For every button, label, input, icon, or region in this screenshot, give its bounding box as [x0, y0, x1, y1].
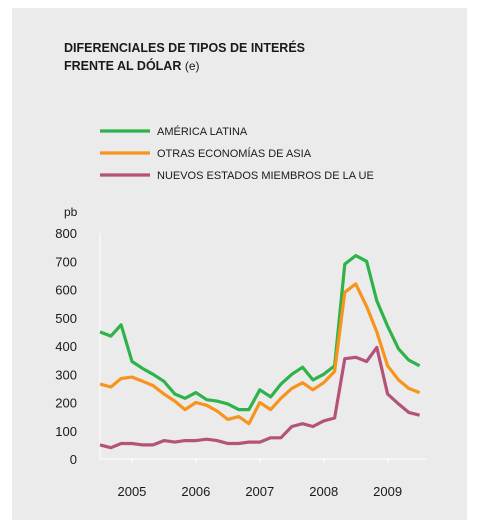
- y-tick-label: 300: [55, 367, 77, 382]
- y-tick-label: 100: [55, 424, 77, 439]
- chart-title: DIFERENCIALES DE TIPOS DE INTERÉS: [64, 40, 305, 55]
- x-tick-label: 2008: [309, 484, 338, 499]
- y-tick-label: 700: [55, 254, 77, 269]
- x-tick-label: 2009: [373, 484, 402, 499]
- title-note: (e): [185, 59, 200, 73]
- y-tick-label: 600: [55, 283, 77, 298]
- x-tick-label: 2007: [245, 484, 274, 499]
- y-tick-label: 800: [55, 226, 77, 241]
- x-tick-label: 2005: [117, 484, 146, 499]
- y-tick-label: 200: [55, 396, 77, 411]
- legend-label: NUEVOS ESTADOS MIEMBROS DE LA UE: [157, 170, 374, 182]
- chart-title: FRENTE AL DÓLAR (e): [64, 58, 200, 73]
- y-tick-label: 0: [70, 452, 77, 467]
- x-tick-label: 2006: [181, 484, 210, 499]
- y-tick-label: 400: [55, 339, 77, 354]
- y-tick-label: 500: [55, 311, 77, 326]
- series-line: [99, 254, 421, 412]
- series-line: [99, 345, 420, 450]
- legend-label: AMÉRICA LATINA: [157, 125, 248, 138]
- y-unit: pb: [64, 205, 78, 219]
- legend-label: OTRAS ECONOMÍAS DE ASIA: [157, 147, 312, 160]
- chart-title: FRENTE AL DÓLAR: [64, 58, 181, 73]
- series-line: [99, 282, 421, 426]
- panel: [12, 8, 467, 520]
